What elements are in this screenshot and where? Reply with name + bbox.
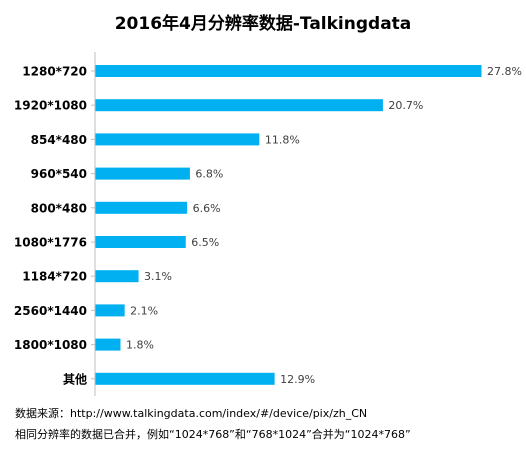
data-label: 6.5% bbox=[191, 236, 219, 249]
bar bbox=[95, 201, 188, 214]
bar bbox=[95, 65, 482, 77]
data-label: 11.8% bbox=[265, 133, 300, 146]
data-label: 6.8% bbox=[195, 168, 223, 181]
data-label: 3.1% bbox=[144, 270, 172, 283]
category-label: 800*480 bbox=[31, 201, 87, 215]
category-label: 854*480 bbox=[31, 133, 87, 147]
source-note: 数据来源：http://www.talkingdata.com/index/#/… bbox=[15, 407, 368, 420]
bar bbox=[95, 338, 121, 351]
data-label: 20.7% bbox=[388, 99, 423, 112]
category-label: 1800*1080 bbox=[14, 338, 87, 352]
bar bbox=[95, 236, 186, 248]
bar bbox=[95, 99, 383, 112]
data-label: 1.8% bbox=[126, 339, 154, 352]
bar bbox=[95, 167, 190, 180]
category-label: 1920*1080 bbox=[14, 99, 87, 113]
category-label: 其他 bbox=[63, 371, 87, 386]
category-label: 1080*1776 bbox=[14, 236, 87, 250]
category-label: 1280*720 bbox=[22, 65, 87, 79]
bars-group: 1280*720 27.8% 1920*1080 20.7% 854*480 11.8% 9… bbox=[14, 65, 522, 387]
bar bbox=[95, 133, 260, 146]
bar bbox=[95, 372, 275, 385]
resolution-bar-chart: 2016年4月分辨率数据-Talkingdata 1280*720 27.8% 19… bbox=[14, 13, 522, 396]
data-label: 12.9% bbox=[280, 373, 315, 386]
data-label: 6.6% bbox=[193, 202, 221, 215]
bar bbox=[95, 270, 139, 283]
category-label: 960*540 bbox=[31, 167, 87, 181]
merge-note: 相同分辨率的数据已合并，例如“1024*768”和“768*1024”合并为“1… bbox=[15, 428, 411, 441]
bar bbox=[95, 304, 125, 317]
chart-title: 2016年4月分辨率数据-Talkingdata bbox=[115, 13, 412, 34]
data-label: 27.8% bbox=[487, 65, 522, 78]
data-label: 2.1% bbox=[130, 304, 158, 317]
category-label: 2560*1440 bbox=[14, 304, 87, 318]
category-label: 1184*720 bbox=[22, 270, 87, 284]
